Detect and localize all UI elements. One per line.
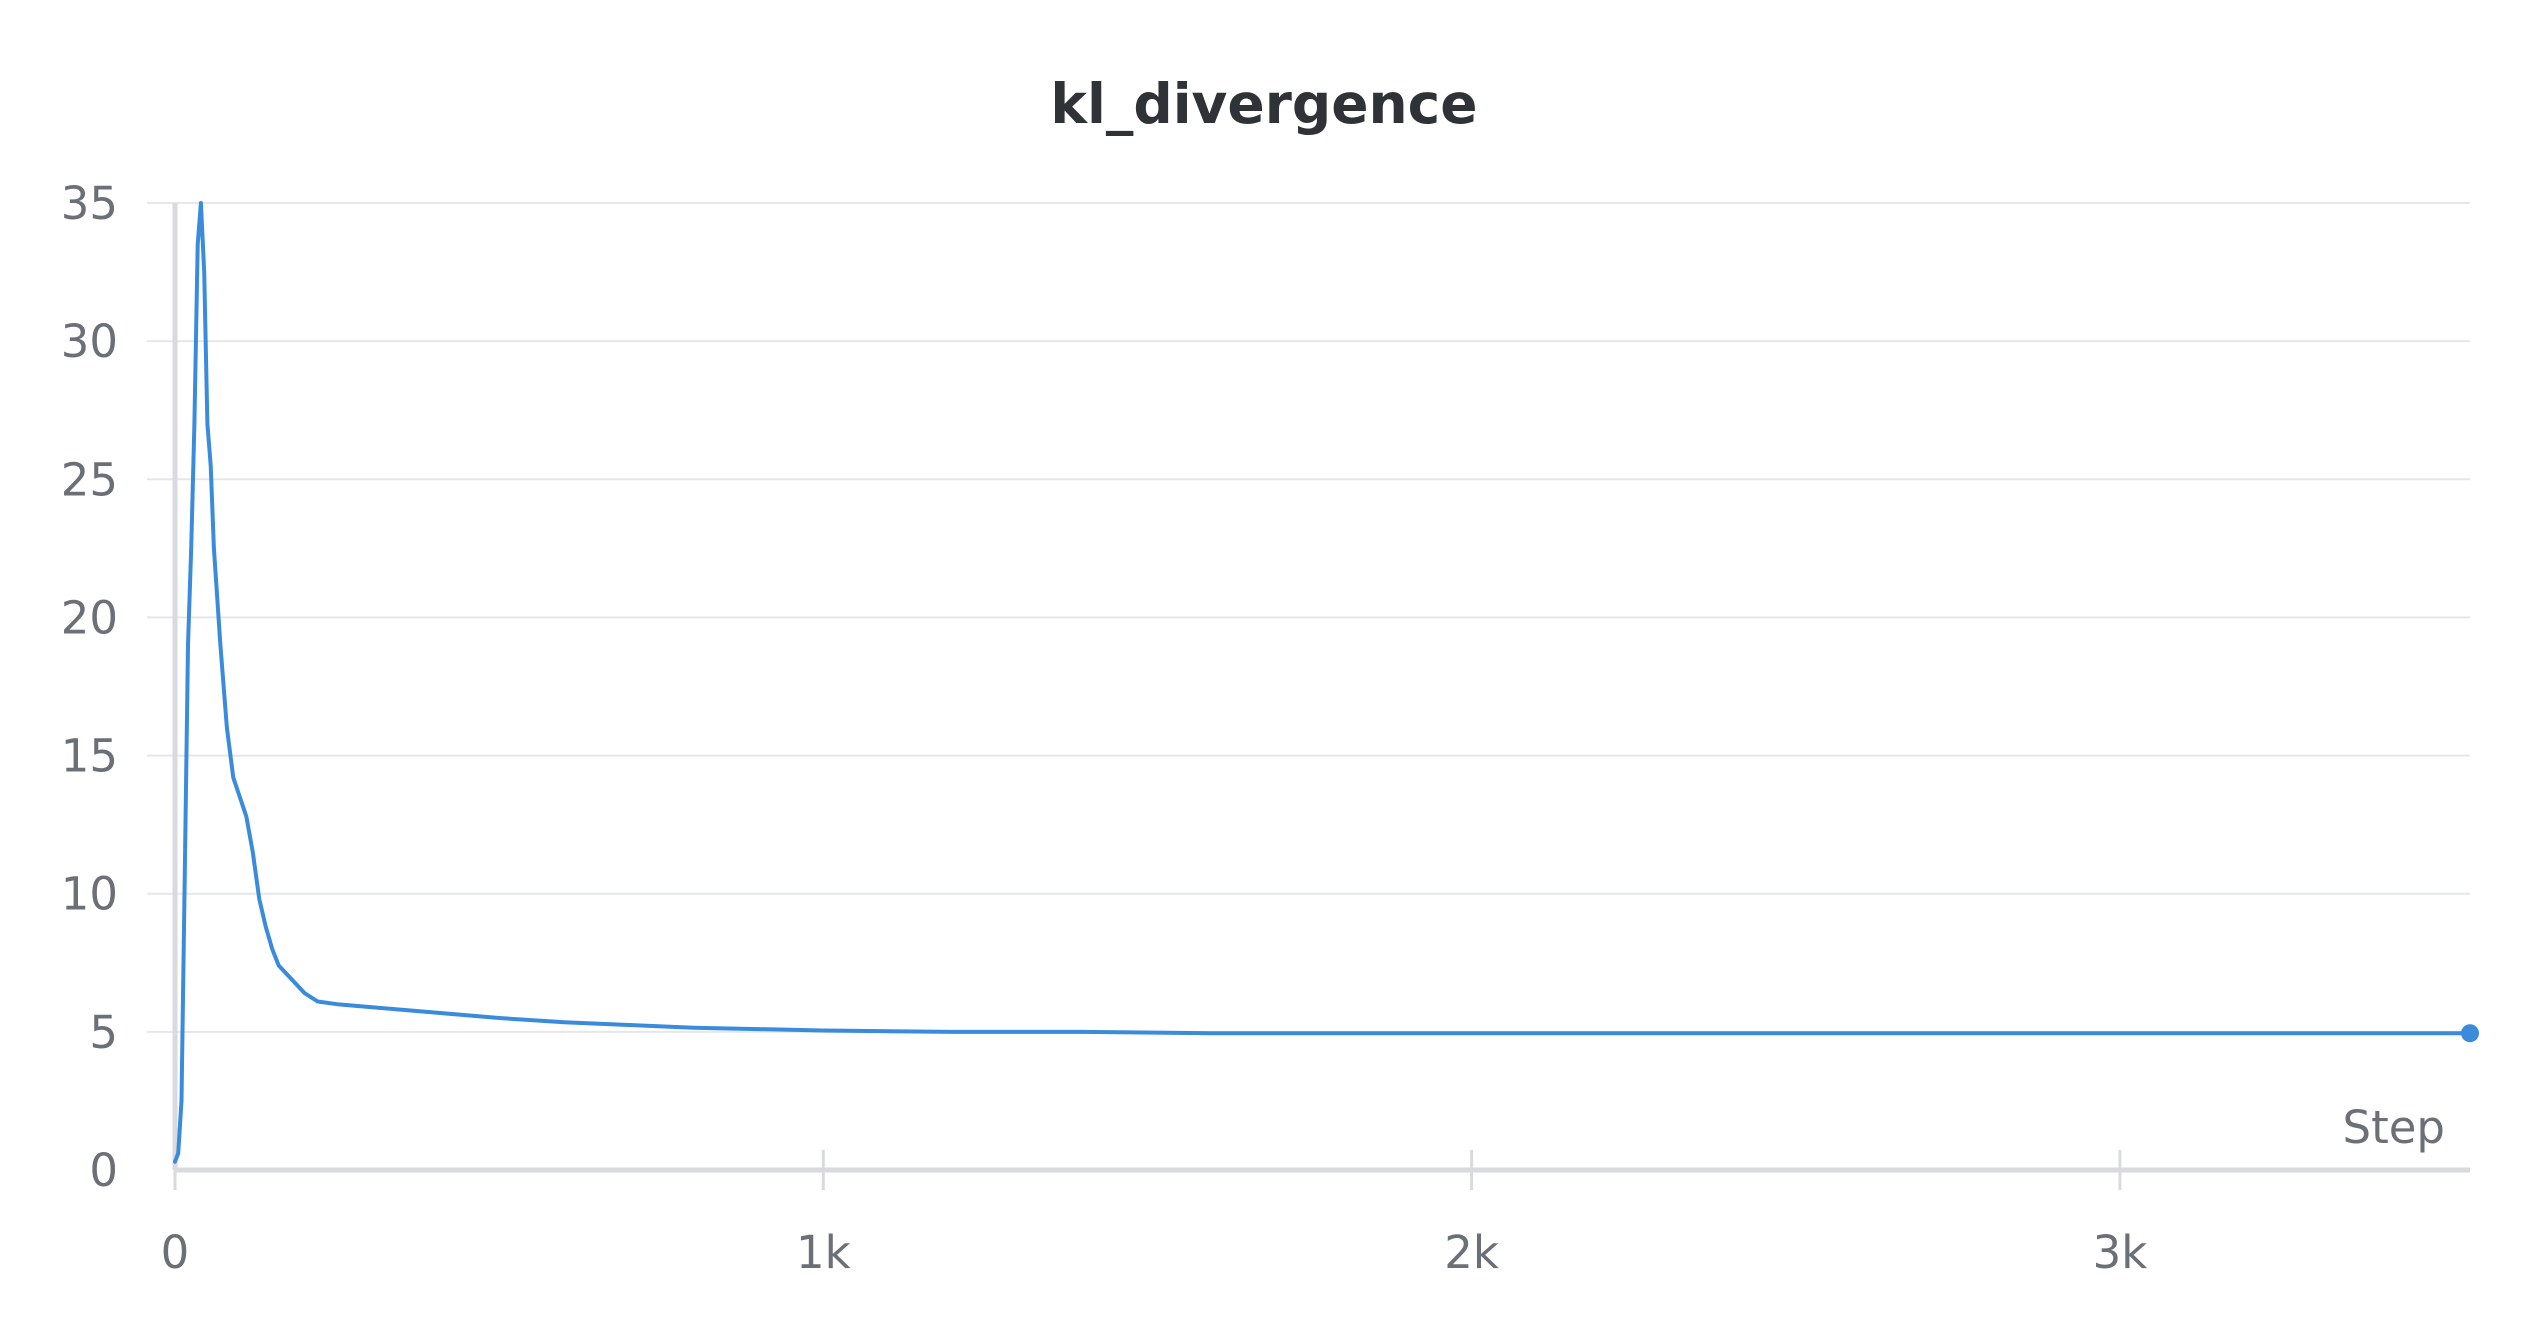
y-tick-label: 20 — [61, 591, 118, 644]
x-tick-label: 0 — [161, 1226, 190, 1279]
y-tick-label: 35 — [61, 177, 118, 230]
y-tick-label: 30 — [61, 315, 118, 368]
y-tick-label: 25 — [61, 453, 118, 506]
y-tick-label: 10 — [61, 868, 118, 921]
x-axis-label: Step — [2343, 1101, 2445, 1154]
series-end-point — [2461, 1024, 2479, 1043]
y-tick-label: 0 — [89, 1144, 118, 1197]
y-tick-label: 5 — [89, 1006, 118, 1059]
x-tick-label: 2k — [1444, 1226, 1499, 1279]
x-tick-label: 1k — [796, 1226, 851, 1279]
chart-title: kl_divergence — [1050, 72, 1478, 136]
series-line — [173, 201, 2472, 1164]
x-tick-label: 3k — [2093, 1226, 2148, 1279]
y-tick-label: 15 — [61, 730, 118, 783]
